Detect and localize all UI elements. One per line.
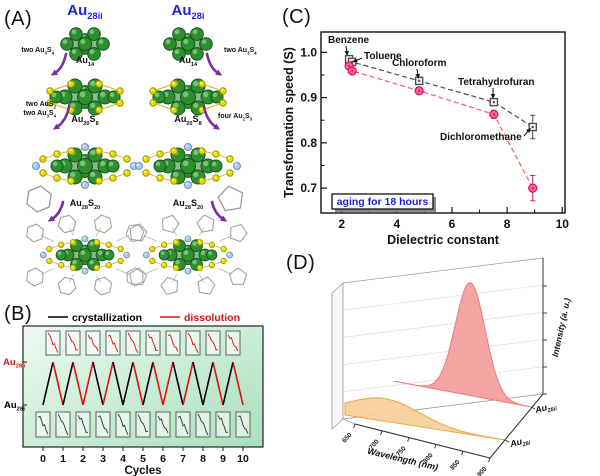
au28s20-label-left: Au28S20	[69, 198, 101, 211]
svg-text:4: 4	[120, 453, 126, 465]
svg-text:650: 650	[341, 431, 354, 444]
svg-text:8: 8	[200, 453, 206, 465]
au28s20-structure-left	[32, 143, 138, 189]
svg-text:4: 4	[393, 217, 400, 231]
left-wall	[331, 282, 344, 430]
panel-c-tag: (C)	[282, 6, 312, 28]
y-axis: 0.7 0.8 0.9 1.0	[300, 45, 327, 195]
bottom-inset-thumbnails	[35, 411, 251, 438]
panel-a-transformation-scheme: (A) Au28ii Au28i Au14 Au14 two Au3S4 two…	[0, 0, 280, 302]
svg-text:0.9: 0.9	[300, 91, 317, 105]
svg-text:0: 0	[40, 453, 46, 465]
au14-label-left: Au14	[75, 55, 95, 68]
panel-d-3d-spectra: 650 700 750 800 850 900 Wavelength (nm) Au28ii A…	[280, 250, 600, 476]
x-axis-title: Cycles	[124, 465, 161, 476]
ligated-cluster-left	[25, 214, 145, 296]
transformation-speed-chart: 2 4 6 8 10 0.7 0.8 0.9 1.0 Dielectric constant Tra…	[282, 31, 570, 247]
au14-structure-right	[163, 27, 213, 61]
au20s8-structure-left	[46, 78, 124, 116]
svg-text:2: 2	[338, 217, 345, 231]
svg-text:Benzene: Benzene	[328, 35, 370, 46]
panel-b-tag: (B)	[4, 303, 33, 325]
svg-text:2: 2	[80, 453, 86, 465]
au20s8-label-left: Au20S8	[71, 114, 99, 127]
svg-text:6: 6	[449, 217, 456, 231]
benzene-hexagon-shape	[26, 185, 52, 213]
series-points-Au28ii	[344, 54, 537, 140]
svg-text:7: 7	[180, 453, 186, 465]
svg-text:Toluene: Toluene	[364, 51, 402, 62]
x-axis: 0 1 2 3 4 5 6 7 8 9 10	[40, 447, 249, 465]
svg-text:1.0: 1.0	[300, 45, 317, 59]
svg-text:10: 10	[556, 217, 570, 231]
legend: crystallization dissolution	[48, 312, 240, 324]
panel-c-scatter-plot: 2 4 6 8 10 0.7 0.8 0.9 1.0 Dielectric constant Tra…	[280, 0, 600, 250]
cluster-structures-graphic	[25, 27, 248, 296]
svg-text:dissolution: dissolution	[184, 312, 240, 324]
intensity-axis-title: Intensity (a. u.)	[550, 297, 572, 358]
x-axis-title: Dielectric constant	[387, 233, 500, 247]
top-inset-thumbnails	[45, 330, 241, 356]
svg-text:Dichloromethane: Dichloromethane	[440, 132, 522, 143]
panel-b-cycling-plot: crystallization dissolution Au28ii Au28i 0 1 2…	[0, 300, 280, 476]
wavelength-axis	[354, 423, 491, 459]
au14-label-right: Au14	[178, 55, 198, 68]
cycles-zigzag	[42, 361, 244, 406]
column-header-au28i: Au28i	[171, 2, 205, 21]
left-step2-reagent-1: two AuS2	[25, 101, 56, 110]
y-state-au28i: Au28i	[4, 400, 25, 412]
svg-text:Au28i: Au28i	[508, 434, 532, 451]
ligated-cluster-right	[129, 214, 248, 296]
back-wall	[342, 257, 544, 420]
transformation-arrows	[47, 52, 228, 222]
svg-text:5: 5	[140, 453, 146, 465]
left-step2-reagent-2: two Au3S4	[23, 110, 56, 119]
svg-text:Chloroform: Chloroform	[392, 58, 447, 69]
svg-text:900: 900	[476, 465, 489, 476]
y-state-au28ii: Au28ii	[3, 357, 26, 369]
svg-text:0.7: 0.7	[300, 181, 317, 195]
svg-text:3: 3	[100, 453, 106, 465]
left-step1-reagent: two Au3S4	[21, 47, 54, 56]
intensity-ticks	[543, 285, 547, 395]
svg-text:8: 8	[504, 217, 511, 231]
svg-text:0.8: 0.8	[300, 136, 317, 150]
cyclopentane-pentagon-shape	[217, 185, 244, 212]
svg-text:850: 850	[449, 459, 462, 472]
svg-text:10: 10	[237, 453, 249, 465]
series-points-Au28i	[344, 61, 538, 202]
cycles-chart: crystallization dissolution Au28ii Au28i 0 1 2…	[3, 312, 264, 476]
spectrum-front	[344, 397, 506, 441]
svg-text:Au28ii: Au28ii	[533, 400, 558, 417]
svg-text:Tetrahydrofuran: Tetrahydrofuran	[458, 77, 535, 88]
depth-axis	[489, 393, 544, 459]
panel-d-tag: (D)	[286, 252, 316, 274]
column-header-au28ii: Au28ii	[67, 2, 103, 21]
au20s8-label-right: Au20S8	[174, 114, 202, 127]
au14-structure-left	[60, 27, 110, 61]
svg-text:9: 9	[220, 453, 226, 465]
y-axis-title: Transformation speed (S)	[282, 47, 296, 198]
svg-text:6: 6	[160, 453, 166, 465]
au20s8-structure-right	[149, 78, 227, 116]
svg-text:aging for 18 hours: aging for 18 hours	[337, 196, 429, 208]
aging-note-box: aging for 18 hours	[331, 193, 436, 212]
right-step2-reagent: four Au2S3	[218, 113, 253, 122]
panel-a-tag: (A)	[4, 8, 33, 30]
right-step1-reagent: two Au3S4	[224, 47, 257, 56]
plot-frame	[320, 31, 566, 214]
au28s20-label-right: Au28S20	[172, 198, 204, 211]
svg-text:crystallization: crystallization	[72, 312, 142, 324]
spectrum-back	[392, 281, 532, 408]
au28s20-structure-right	[135, 143, 241, 189]
svg-text:1: 1	[60, 453, 66, 465]
